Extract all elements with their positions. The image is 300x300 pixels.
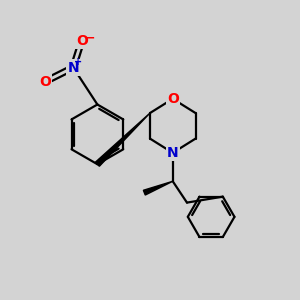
Text: O: O xyxy=(39,75,51,89)
Polygon shape xyxy=(143,181,173,195)
Polygon shape xyxy=(95,113,150,166)
Text: N: N xyxy=(167,146,178,160)
Text: −: − xyxy=(85,32,95,45)
Text: N: N xyxy=(68,61,79,74)
Text: O: O xyxy=(76,34,88,47)
Text: O: O xyxy=(167,92,179,106)
Text: +: + xyxy=(74,57,83,68)
